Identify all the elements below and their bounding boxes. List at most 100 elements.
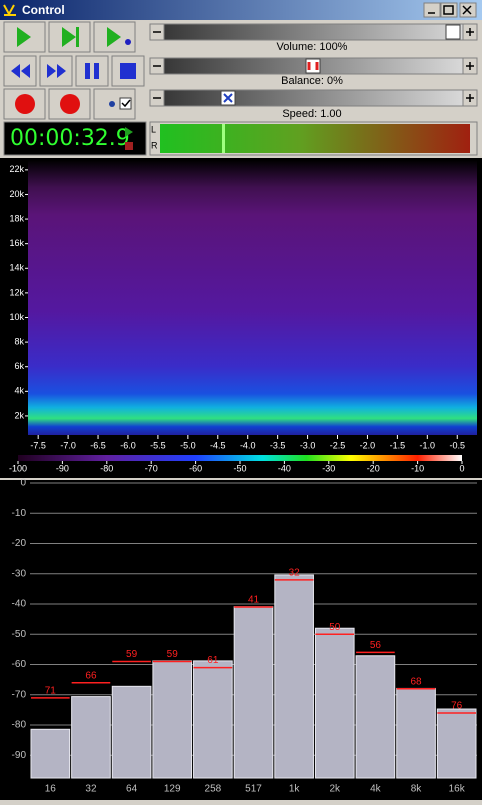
x-tick-label: -6.0 — [120, 440, 136, 450]
x-tick-label: 4k — [370, 784, 382, 795]
bar — [71, 696, 111, 779]
y-tick-label: 4k — [14, 386, 24, 396]
x-tick-label: 129 — [164, 784, 181, 795]
bar — [111, 685, 152, 779]
peak-label: 71 — [45, 685, 57, 696]
y-tick-label: -20 — [12, 538, 27, 549]
x-tick-label: -5.5 — [150, 440, 166, 450]
x-tick-label: 8k — [411, 784, 423, 795]
y-tick-label: -90 — [12, 750, 27, 761]
x-tick-label: -5.0 — [180, 440, 196, 450]
colorbar-tick-label: -90 — [56, 463, 69, 473]
y-tick-label: 16k — [9, 238, 24, 248]
y-tick-label: 18k — [9, 213, 24, 223]
window-title: Control — [22, 3, 65, 17]
bar — [233, 606, 274, 779]
x-tick-label: 258 — [205, 784, 222, 795]
x-tick-label: -3.0 — [300, 440, 316, 450]
window-buttons[interactable] — [423, 2, 477, 18]
x-tick-label: -6.5 — [90, 440, 106, 450]
peak-label: 68 — [410, 676, 422, 687]
transport[interactable] — [3, 21, 145, 120]
colorbar — [18, 455, 462, 461]
rewind[interactable] — [3, 55, 37, 87]
colorbar-tick-label: -100 — [9, 463, 27, 473]
colorbar-tick-label: -70 — [145, 463, 158, 473]
y-tick-label: 12k — [9, 287, 24, 297]
app-icon — [3, 4, 16, 17]
balance-label: Balance: 0% — [281, 75, 343, 87]
peak-label: 32 — [289, 567, 301, 578]
x-tick-label: -1.5 — [390, 440, 406, 450]
y-tick-label: 2k — [14, 410, 24, 420]
y-tick-label: -70 — [12, 689, 27, 700]
y-tick-label: -30 — [12, 568, 27, 579]
colorbar-tick-label: -80 — [100, 463, 113, 473]
peak-label: 41 — [248, 595, 260, 606]
x-tick-label: -0.5 — [449, 440, 465, 450]
y-tick-label: 8k — [14, 336, 24, 346]
bar — [193, 660, 233, 779]
bar — [274, 574, 314, 779]
colorbar-tick-label: -30 — [322, 463, 335, 473]
peak-label: 66 — [85, 670, 97, 681]
speed-label: Speed: 1.00 — [282, 108, 341, 120]
colorbar-tick-label: -50 — [233, 463, 246, 473]
x-tick-label: 517 — [245, 784, 262, 795]
colorbar-tick-label: -20 — [367, 463, 380, 473]
y-tick-label: -60 — [12, 659, 27, 670]
x-tick-label: -7.5 — [30, 440, 46, 450]
peak-label: 61 — [207, 655, 219, 666]
bar — [355, 655, 396, 779]
x-tick-label: 64 — [126, 784, 138, 795]
x-tick-label: -4.0 — [240, 440, 256, 450]
minimize[interactable] — [423, 2, 441, 18]
y-tick-label: -40 — [12, 599, 27, 610]
y-tick-label: 22k — [9, 164, 24, 174]
y-tick-label: 0 — [20, 478, 26, 489]
x-tick-label: -7.0 — [60, 440, 76, 450]
x-tick-label: -4.5 — [210, 440, 226, 450]
x-tick-label: -2.0 — [360, 440, 376, 450]
sliders[interactable] — [149, 23, 478, 107]
y-tick-label: 14k — [9, 263, 24, 273]
spectrogram-image — [28, 160, 477, 435]
bar — [314, 627, 355, 779]
bar — [30, 728, 71, 779]
bar — [436, 708, 477, 779]
meter-bar — [160, 124, 470, 153]
colorbar-tick-label: 0 — [459, 463, 464, 473]
y-tick-label: 20k — [9, 189, 24, 199]
y-tick-label: -10 — [12, 508, 27, 519]
y-tick-label: 10k — [9, 312, 24, 322]
title-bar — [0, 0, 482, 20]
pause[interactable] — [75, 55, 109, 87]
x-tick-label: -1.0 — [420, 440, 436, 450]
volume-label: Volume: 100% — [277, 41, 348, 53]
x-tick-label: -2.5 — [330, 440, 346, 450]
speed-slider[interactable] — [149, 89, 478, 107]
x-tick-label: 2k — [329, 784, 341, 795]
meter-channel: L — [151, 124, 156, 134]
volume-slider[interactable] — [149, 23, 478, 41]
colorbar-tick-label: -40 — [278, 463, 291, 473]
colorbar-tick-label: -60 — [189, 463, 202, 473]
peak-label: 59 — [167, 649, 179, 660]
y-tick-label: -80 — [12, 720, 27, 731]
x-tick-label: 1k — [289, 784, 301, 795]
bar — [152, 660, 193, 779]
colorbar-tick-label: -10 — [411, 463, 424, 473]
y-tick-label: 6k — [14, 361, 24, 371]
x-tick-label: 16 — [45, 784, 57, 795]
peak-label: 76 — [451, 701, 463, 712]
x-tick-label: -3.5 — [270, 440, 286, 450]
time-text: 00:00:32.9 — [10, 126, 130, 151]
peak-label: 50 — [329, 622, 341, 633]
bar — [396, 687, 436, 779]
x-tick-label: 32 — [85, 784, 97, 795]
x-tick-label: 16k — [449, 784, 466, 795]
peak-label: 56 — [370, 640, 382, 651]
time-display — [3, 121, 147, 156]
peak-label: 59 — [126, 649, 138, 660]
